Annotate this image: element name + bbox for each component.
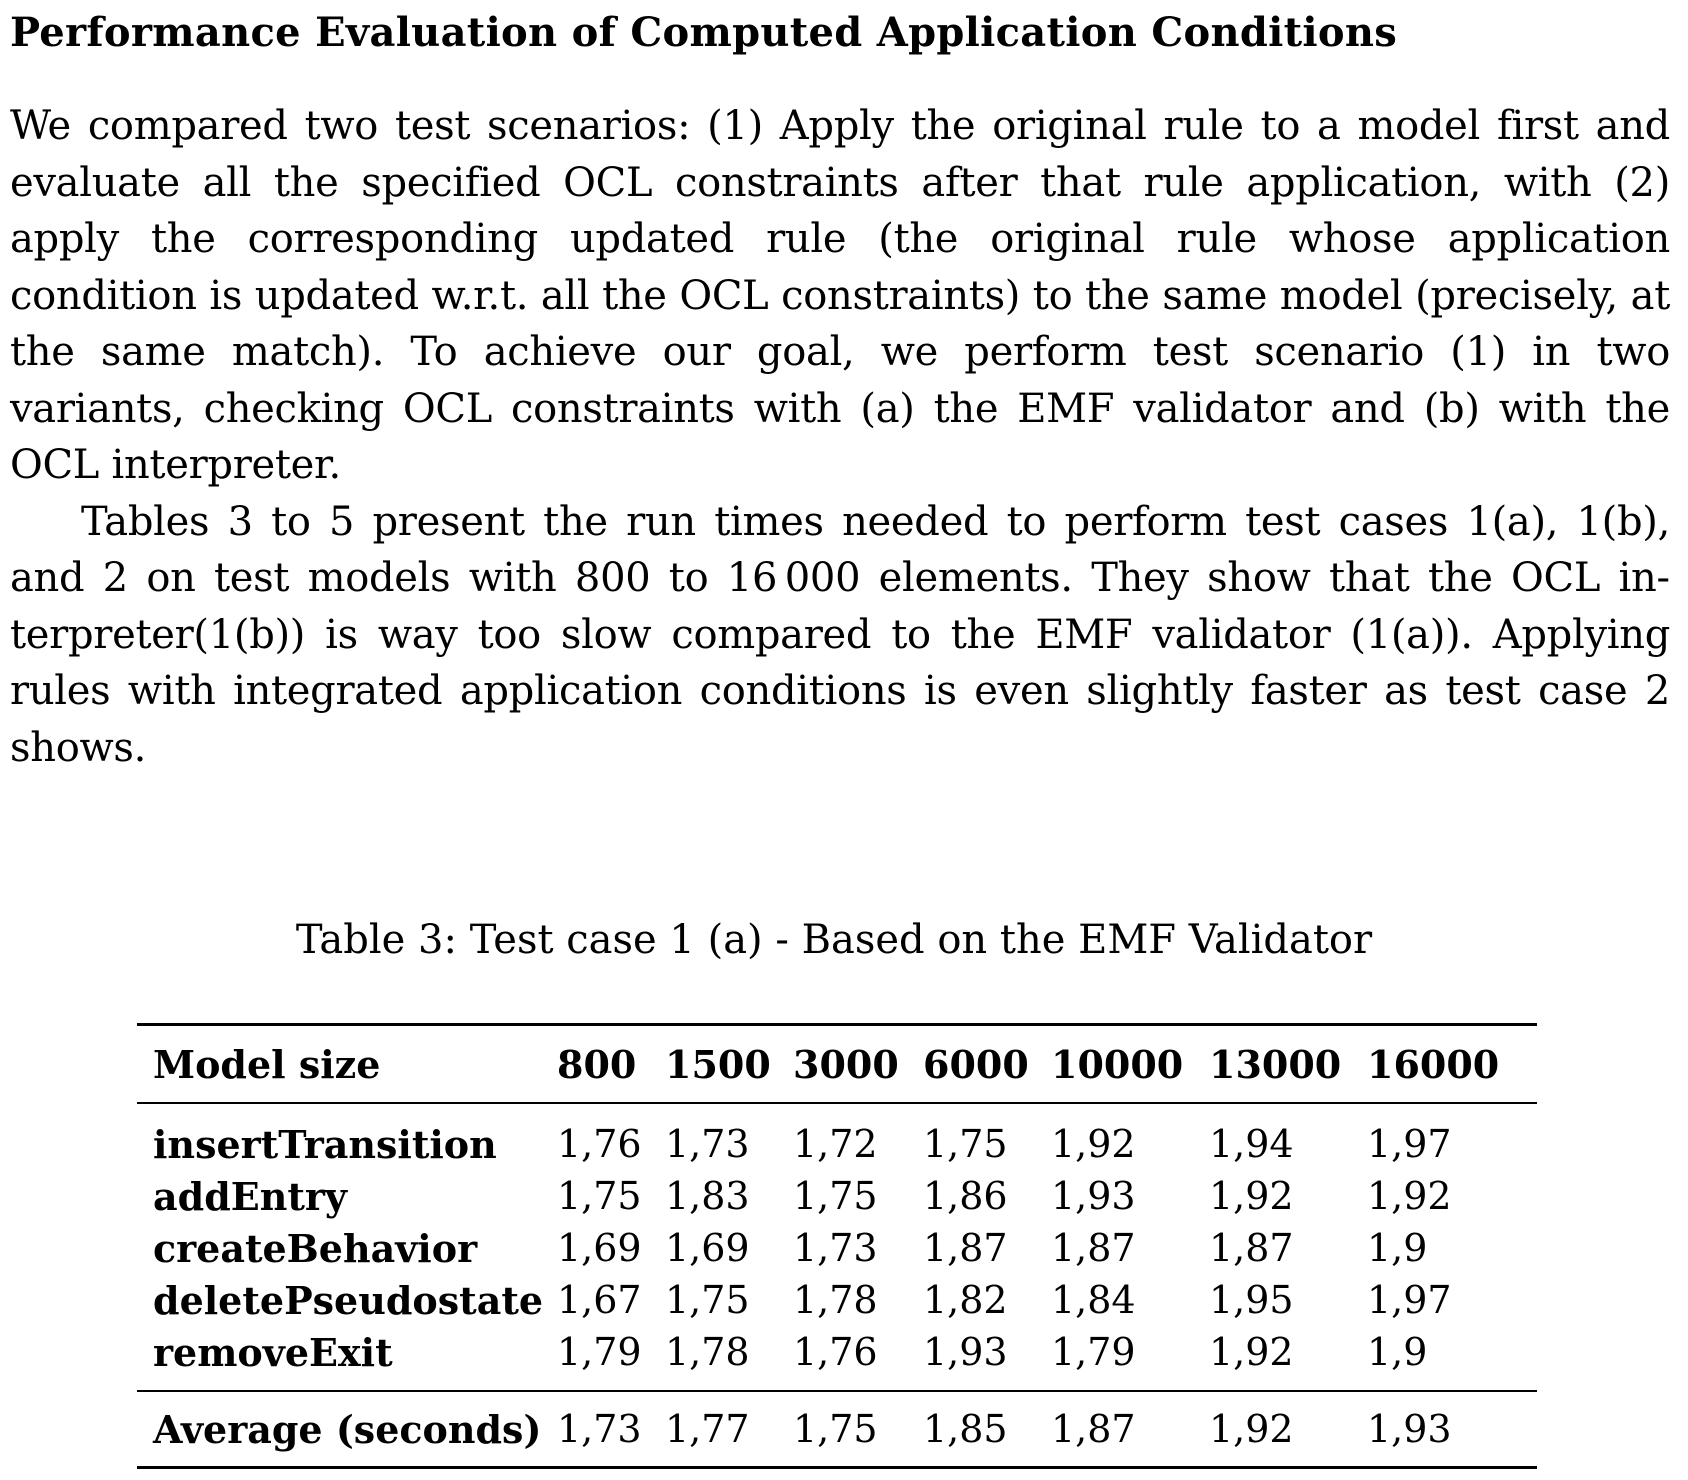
header-col: 13000 [1209, 1023, 1367, 1104]
header-model-size: Model size [137, 1023, 557, 1104]
header-col: 16000 [1367, 1023, 1537, 1104]
table-cell: 1,78 [665, 1330, 750, 1374]
results-table: Model size 800 1500 3000 6000 10000 1300… [137, 1023, 1537, 1469]
table-cell: 1,86 [923, 1174, 1008, 1218]
section-title: Performance Evaluation of Computed Appli… [10, 9, 1398, 56]
table-caption: Table 3: Test case 1 (a) - Based on the … [295, 917, 1373, 963]
table-cell: 1,93 [923, 1330, 1008, 1374]
average-cell: 1,77 [665, 1390, 793, 1469]
table-cell: 1,92 [1209, 1330, 1294, 1374]
table-row: removeExit 1,79 1,78 1,76 1,93 1,79 1,92… [137, 1326, 1537, 1391]
table-cell: 1,87 [1209, 1226, 1294, 1270]
average-cell: 1,92 [1209, 1390, 1367, 1469]
table-cell: 1,79 [557, 1330, 642, 1374]
table-cell: 1,79 [1051, 1330, 1136, 1374]
header-col: 6000 [923, 1023, 1051, 1104]
table-cell: 1,75 [793, 1174, 878, 1218]
header-col: 1500 [665, 1023, 793, 1104]
row-label: addEntry [153, 1173, 348, 1219]
table-cell: 1,78 [793, 1278, 878, 1322]
table-cell: 1,95 [1209, 1278, 1294, 1322]
table-cell: 1,94 [1209, 1122, 1294, 1166]
table-cell: 1,67 [557, 1278, 642, 1322]
header-col: 800 [557, 1023, 665, 1104]
table-cell: 1,75 [665, 1278, 750, 1322]
table-cell: 1,75 [557, 1174, 642, 1218]
table-row: deletePseudostate 1,67 1,75 1,78 1,82 1,… [137, 1274, 1537, 1326]
table-cell: 1,97 [1367, 1278, 1452, 1322]
table-row: insertTransition 1,76 1,73 1,72 1,75 1,9… [137, 1103, 1537, 1170]
table-average-row: Average (seconds) 1,73 1,77 1,75 1,85 1,… [137, 1390, 1537, 1469]
table-cell: 1,9 [1367, 1226, 1428, 1270]
table-cell: 1,9 [1367, 1330, 1428, 1374]
row-label: removeExit [153, 1329, 393, 1375]
row-label: createBehavior [153, 1225, 478, 1271]
table-cell: 1,92 [1209, 1174, 1294, 1218]
row-label: deletePseudostate [153, 1277, 544, 1323]
table-cell: 1,69 [557, 1226, 642, 1270]
header-col: 3000 [793, 1023, 923, 1104]
table-cell: 1,92 [1051, 1122, 1136, 1166]
average-cell: 1,85 [923, 1390, 1051, 1469]
table-cell: 1,72 [793, 1122, 878, 1166]
row-label: insertTransition [153, 1121, 497, 1167]
table-cell: 1,76 [793, 1330, 878, 1374]
average-cell: 1,75 [793, 1390, 923, 1469]
paragraph-results: Tables 3 to 5 present the run times need… [10, 498, 1670, 771]
table-cell: 1,75 [923, 1122, 1008, 1166]
table-cell: 1,92 [1367, 1174, 1452, 1218]
paragraph-scenarios: We compared two test scenarios: (1) Appl… [10, 103, 1670, 488]
table-cell: 1,73 [793, 1226, 878, 1270]
table-cell: 1,87 [923, 1226, 1008, 1270]
document-page: Performance Evaluation of Computed Appli… [10, 8, 1670, 776]
average-cell: 1,87 [1051, 1390, 1209, 1469]
table-cell: 1,82 [923, 1278, 1008, 1322]
table-row: addEntry 1,75 1,83 1,75 1,86 1,93 1,92 1… [137, 1170, 1537, 1222]
results-table-container: Model size 800 1500 3000 6000 10000 1300… [137, 1023, 1537, 1469]
table-cell: 1,84 [1051, 1278, 1136, 1322]
header-col: 10000 [1051, 1023, 1209, 1104]
table-row: createBehavior 1,69 1,69 1,73 1,87 1,87 … [137, 1222, 1537, 1274]
average-cell: 1,73 [557, 1390, 665, 1469]
average-cell: 1,93 [1367, 1390, 1537, 1469]
table-cell: 1,97 [1367, 1122, 1452, 1166]
table-cell: 1,87 [1051, 1226, 1136, 1270]
table-header-row: Model size 800 1500 3000 6000 10000 1300… [137, 1023, 1537, 1104]
table-cell: 1,76 [557, 1122, 642, 1166]
table-cell: 1,69 [665, 1226, 750, 1270]
table-cell: 1,73 [665, 1122, 750, 1166]
table-cell: 1,93 [1051, 1174, 1136, 1218]
average-label: Average (seconds) [137, 1390, 557, 1469]
table-cell: 1,83 [665, 1174, 750, 1218]
